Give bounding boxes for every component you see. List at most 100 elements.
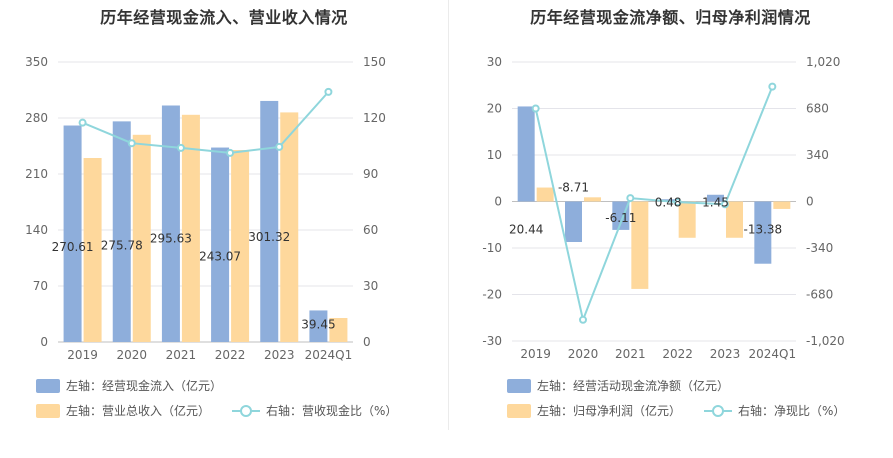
x-axis-tick-label: 2023: [264, 348, 295, 362]
data-label: 0.48: [655, 195, 682, 209]
right-axis-tick-label: -680: [806, 288, 833, 302]
data-label: 301.32: [248, 230, 290, 244]
bar: [280, 112, 299, 343]
right-chart-svg: -30 -20 -10 0 10 20 30 -1,020 -680 -340 0 340 680 1,0…: [482, 55, 844, 361]
data-label: -6.11: [605, 211, 636, 225]
legend-swatch: [507, 403, 531, 418]
right-axis-tick-label: -340: [806, 241, 833, 255]
right-axis-tick-label: 680: [806, 102, 829, 116]
bar: [112, 121, 131, 342]
left-axis-tick-label: 0: [494, 195, 502, 209]
left-axis-tick-label: 350: [25, 55, 48, 69]
bar: [707, 194, 724, 202]
legend-swatch: [507, 378, 531, 393]
left-axis-tick-label: -10: [482, 241, 502, 255]
x-axis-tick-label: 2022: [662, 347, 693, 361]
x-axis-tick-label: 2020: [116, 348, 147, 362]
line-point: [176, 143, 185, 152]
left-axis-tick-label: -30: [482, 334, 502, 348]
line-point: [78, 118, 87, 127]
legend-line-marker: [704, 404, 732, 418]
legend-label: 左轴：经营活动现金流净额（亿元）: [537, 379, 730, 393]
legend-swatch: [36, 378, 60, 393]
right-axis-tick-label: 150: [363, 55, 386, 69]
bar: [231, 150, 250, 342]
line-point: [127, 139, 136, 148]
right-axis-tick-label: 0: [363, 335, 371, 349]
right-chart-panel: 历年经营现金流净额、归母净利润情况 -30 -20 -10 0 10 20 30 -1,020…: [448, 0, 893, 458]
right-axis-tick-label: 340: [806, 148, 829, 162]
bar: [63, 125, 82, 343]
legend-label: 左轴：经营现金流入（亿元）: [66, 379, 223, 393]
data-label: 20.44: [509, 222, 543, 236]
legend-label: 左轴：营业总收入（亿元）: [66, 404, 211, 418]
x-axis-tick-label: 2021: [166, 348, 197, 362]
left-axis-tick-label: 140: [25, 223, 48, 237]
x-axis-tick-label: 2022: [215, 348, 246, 362]
right-axis-tick-label: 30: [363, 279, 378, 293]
left-axis-tick-label: 280: [25, 111, 48, 125]
line-point: [626, 194, 635, 203]
bar: [181, 114, 200, 342]
line-point: [579, 315, 587, 324]
x-axis-tick-label: 2019: [67, 348, 98, 362]
legend-item-cash-ratio[interactable]: 右轴：营收现金比（%）: [232, 402, 397, 419]
chart-title: 历年经营现金流入、营业收入情况: [100, 8, 348, 27]
data-label: -13.38: [743, 222, 782, 236]
left-axis-tick-label: 30: [487, 55, 502, 69]
left-axis-tick-label: 0: [40, 335, 48, 349]
legend-item-cash-inflow[interactable]: 左轴：经营现金流入（亿元）: [36, 377, 222, 394]
bar: [773, 201, 791, 209]
line-point: [673, 198, 682, 207]
legend: 左轴：经营现金流入（亿元） 左轴：营业总收入（亿元） 右轴：营收现金比（%）: [36, 377, 397, 419]
data-label: 270.61: [52, 240, 94, 254]
data-label: 243.07: [199, 249, 241, 263]
panel-divider: [448, 0, 449, 430]
line-point: [768, 82, 777, 91]
bar: [211, 147, 230, 342]
legend-swatch: [36, 403, 60, 418]
bar: [631, 201, 649, 289]
line-point: [531, 104, 540, 113]
legend-item-net-cash-flow[interactable]: 左轴：经营活动现金流净额（亿元）: [507, 377, 729, 394]
left-axis-tick-label: 20: [487, 102, 502, 116]
bar: [565, 201, 582, 243]
legend-item-revenue[interactable]: 左轴：营业总收入（亿元）: [36, 402, 210, 419]
series-line: [82, 91, 330, 154]
right-axis-tick-label: 90: [363, 167, 378, 181]
data-label: -8.71: [558, 181, 589, 195]
legend-item-net-profit[interactable]: 左轴：归母净利润（亿元）: [507, 402, 681, 419]
left-chart-svg: 0 70 140 210 280 350 0 30 60 90 120 150 270.61 275.78…: [25, 55, 386, 362]
bar: [754, 201, 772, 264]
x-axis-tick-label: 2021: [615, 347, 646, 361]
bar: [260, 100, 279, 342]
legend-line-marker: [232, 404, 260, 418]
left-axis-tick-label: 70: [33, 279, 48, 293]
legend: 左轴：经营活动现金流净额（亿元） 左轴：归母净利润（亿元） 右轴：净现比（%）: [448, 0, 893, 458]
bar: [309, 310, 328, 342]
data-label: 1.45: [702, 195, 729, 209]
bar: [83, 158, 102, 342]
bar: [584, 197, 601, 202]
x-axis-tick-label: 2024Q1: [749, 347, 797, 361]
x-axis-tick-label: 2024Q1: [305, 348, 353, 362]
line-point: [226, 148, 235, 157]
bar: [329, 318, 348, 342]
left-axis-tick-label: -20: [482, 288, 502, 302]
data-label: 39.45: [301, 318, 335, 332]
legend-label: 右轴：净现比（%）: [738, 404, 846, 418]
bar: [678, 201, 696, 238]
left-axis-tick-label: 10: [487, 148, 502, 162]
right-axis-tick-label: 0: [806, 195, 814, 209]
bar: [132, 134, 151, 342]
line-point: [324, 87, 333, 96]
x-axis-tick-label: 2023: [710, 347, 741, 361]
line-point: [721, 200, 729, 209]
x-axis-tick-label: 2019: [520, 347, 551, 361]
data-label: 295.63: [150, 232, 192, 246]
bar: [612, 201, 630, 230]
left-axis-tick-label: 210: [25, 167, 48, 181]
chart-title: 历年经营现金流净额、归母净利润情况: [530, 8, 811, 27]
legend-item-net-cash-ratio[interactable]: 右轴：净现比（%）: [704, 402, 845, 419]
right-axis-tick-label: 120: [363, 111, 386, 125]
